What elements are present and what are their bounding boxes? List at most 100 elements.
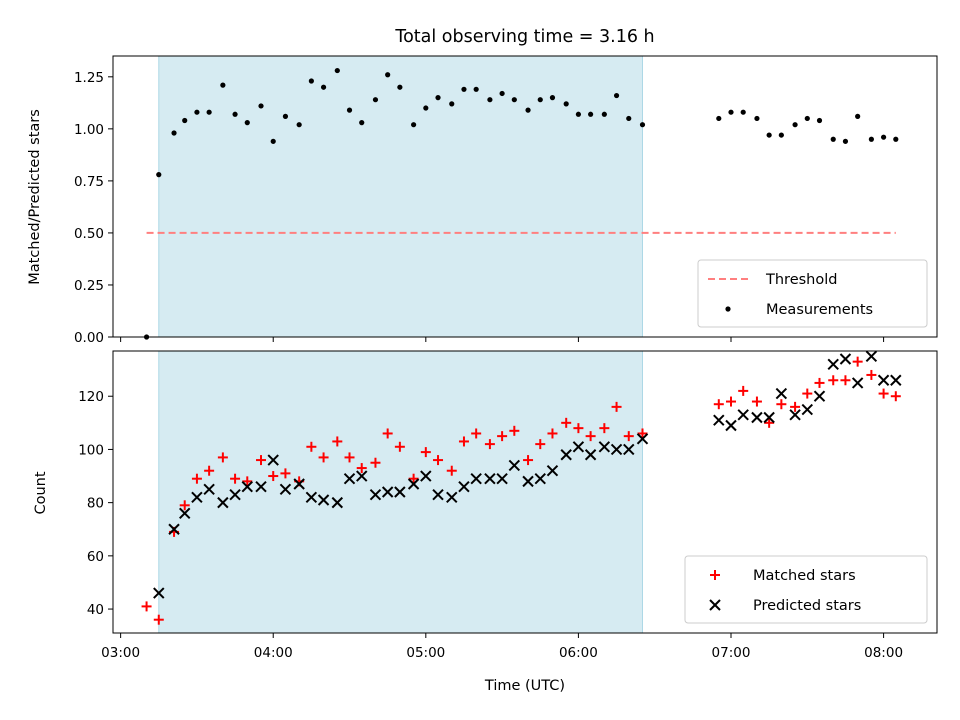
ratio-point-dot-12: [296, 122, 302, 128]
count-point-x-7-b: [241, 480, 253, 493]
count-point-x-10-b: [279, 483, 292, 496]
count-point-x-30-b: [534, 472, 546, 485]
count-point-plus-4: [191, 473, 202, 484]
count-point-plus-41: [726, 396, 736, 407]
count-point-plus-20: [394, 441, 405, 452]
count-point-plus-32: [547, 428, 558, 439]
count-ytick-label-4: 120: [78, 389, 104, 405]
count-point-x-41-b: [737, 409, 749, 421]
ratio-point-dot-6: [220, 82, 226, 88]
count-point-plus-8: [242, 476, 253, 487]
count-point-plus-51: [852, 356, 863, 367]
count-ytick-label-3: 100: [78, 442, 104, 458]
count-point-x-8-b: [255, 480, 267, 493]
ratio-legend-box: [697, 259, 928, 328]
count-point-plus-14: [318, 452, 329, 463]
count-point-x-46-b: [801, 403, 814, 416]
ratio-point-dot-19: [385, 72, 391, 78]
count-point-plus-25: [458, 436, 469, 447]
ratio-ytick-label-4: 1.00: [74, 122, 104, 138]
ratio-point-dot-38: [626, 115, 632, 122]
count-point-x-2: [179, 507, 191, 519]
count-point-x-49-b: [839, 353, 852, 365]
ratio-point-dot-32: [549, 95, 556, 101]
count-point-x-4-b: [203, 483, 215, 496]
count-point-x-1-b: [168, 523, 180, 535]
count-point-plus-21: [408, 473, 419, 484]
ratio-ytick-label-2: 0.50: [74, 226, 104, 242]
ratio-point-dot-3: [182, 117, 188, 124]
count-point-plus-1: [153, 614, 164, 625]
count-point-x-43: [763, 411, 775, 424]
count-point-x-39-b: [713, 414, 725, 426]
count-point-x-12: [305, 491, 318, 504]
count-point-x-20: [407, 478, 420, 490]
count-point-plus-3: [179, 500, 190, 511]
count-point-x-17-b: [369, 488, 382, 501]
count-point-plus-27: [484, 439, 495, 450]
count-point-plus-18: [370, 457, 381, 468]
ratio-point-dot-23: [435, 95, 441, 101]
count-point-x-18: [381, 486, 394, 498]
count-point-x-14: [331, 496, 344, 509]
count-point-plus-45: [776, 399, 787, 410]
count-point-plus-19: [382, 428, 393, 439]
count-point-plus-17: [356, 463, 367, 474]
ratio-point-dot-20: [397, 84, 403, 90]
ratio-frame: [112, 55, 938, 338]
count-point-plus-33: [561, 417, 572, 428]
count-legend-swatch-1: [709, 599, 721, 611]
count-point-x-22-b: [432, 488, 444, 501]
ratio-point-dot-25: [461, 86, 467, 92]
ratio-point-dot-18: [372, 97, 379, 103]
count-point-x-8: [255, 480, 267, 493]
count-point-x-3-b: [191, 491, 203, 504]
count-point-plus-49: [828, 375, 839, 386]
ratio-point-dot-7: [232, 111, 238, 117]
count-point-plus-37: [611, 401, 622, 412]
count-point-plus-46: [790, 401, 801, 412]
count-point-x-34-b: [584, 449, 597, 461]
count-point-x-37-b: [623, 443, 635, 456]
count-point-x-35: [598, 441, 611, 453]
count-point-x-35-b: [598, 441, 611, 453]
count-panel-ylabel: Count: [33, 471, 49, 514]
count-point-x-27-b: [496, 472, 508, 485]
count-point-x-20-b: [407, 478, 420, 490]
count-point-x-53: [890, 374, 902, 386]
ratio-point-dot-48: [816, 117, 823, 124]
count-point-x-45-b: [789, 409, 801, 421]
count-point-plus-15: [332, 436, 343, 447]
count-legend-label-1: Predicted stars: [753, 598, 861, 614]
count-point-plus-22: [420, 447, 431, 458]
count-point-plus-5: [204, 465, 215, 476]
count-point-x-33-b: [572, 441, 585, 453]
count-point-plus-34: [573, 423, 584, 434]
ratio-point-dot-28: [499, 90, 505, 97]
ratio-point-dot-14: [320, 84, 327, 90]
ratio-point-dot-30: [525, 107, 531, 113]
ratio-point-dot-39: [639, 122, 646, 128]
count-point-x-21-b: [420, 470, 432, 482]
count-frame: [112, 350, 938, 634]
count-point-x-31: [546, 465, 559, 477]
ratio-point-dot-42: [740, 109, 746, 115]
count-point-x-42-b: [751, 411, 763, 424]
ratio-point-dot-1: [156, 172, 162, 178]
count-point-x-32-b: [560, 449, 572, 461]
ratio-point-dot-29: [511, 97, 517, 103]
ratio-point-dot-47: [804, 115, 810, 122]
count-point-x-23-b: [446, 491, 458, 504]
ratio-point-dot-35: [588, 111, 594, 117]
count-ytick-label-1: 60: [87, 549, 104, 565]
ratio-point-dot-17: [359, 120, 365, 126]
count-point-x-21: [420, 470, 432, 482]
ratio-point-dot-46: [792, 122, 798, 128]
count-point-x-25: [470, 472, 482, 485]
ratio-legend-swatch-1: [725, 306, 731, 312]
count-point-x-11-b: [293, 478, 305, 490]
count-point-x-36: [610, 443, 623, 456]
ratio-point-dot-4: [194, 109, 200, 115]
count-point-x-24: [458, 480, 470, 493]
